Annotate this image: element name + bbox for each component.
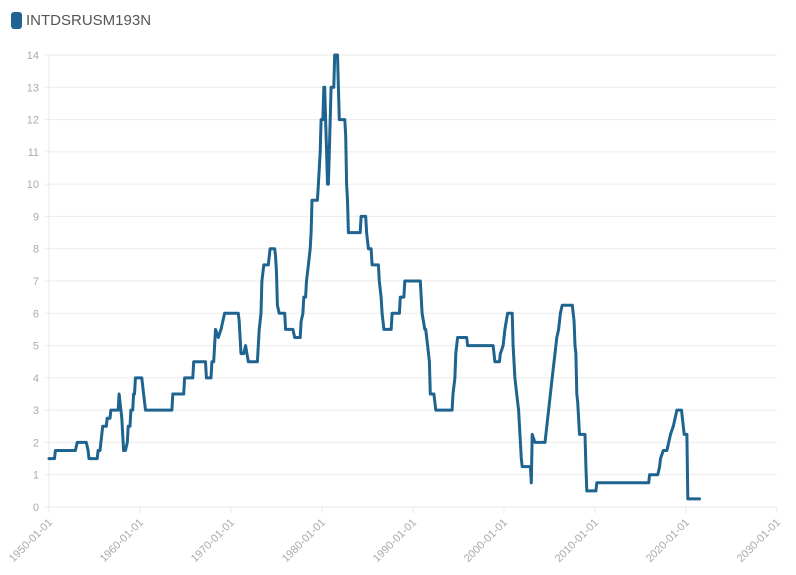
y-tick-label: 12 — [27, 115, 39, 127]
y-tick-label: 4 — [33, 373, 39, 385]
y-tick-label: 7 — [33, 276, 39, 288]
x-tick-label: 2020-01-01 — [644, 517, 692, 565]
y-tick-label: 1 — [33, 470, 39, 482]
x-tick-label: 1970-01-01 — [189, 517, 237, 565]
legend-item[interactable]: INTDSRUSM193N — [11, 12, 151, 29]
x-axis: 1950-01-01 1960-01-01 1970-01-01 1980-01-01… — [7, 517, 783, 565]
y-tick-label: 13 — [27, 82, 39, 94]
y-tick-label: 6 — [33, 308, 39, 320]
series-line — [47, 53, 702, 501]
y-tick-label: 2 — [33, 437, 39, 449]
x-tick-label: 1980-01-01 — [280, 517, 328, 565]
y-tick-label: 14 — [27, 50, 39, 62]
x-tick-label: 1950-01-01 — [7, 517, 55, 565]
y-tick-label: 8 — [33, 244, 39, 256]
y-tick-label: 5 — [33, 341, 39, 353]
y-tick-label: 3 — [33, 405, 39, 417]
y-tick-label: 9 — [33, 211, 39, 223]
x-tick-label: 1960-01-01 — [98, 517, 146, 565]
y-tick-label: 10 — [27, 179, 39, 191]
legend-swatch-icon — [11, 12, 22, 29]
x-tick-label: 1990-01-01 — [371, 517, 419, 565]
y-tick-label: 11 — [28, 147, 39, 159]
x-tick-label: 2030-01-01 — [735, 517, 783, 565]
x-tick-label: 2000-01-01 — [462, 517, 510, 565]
y-tick-label: 0 — [33, 502, 39, 514]
x-tick-label: 2010-01-01 — [553, 517, 601, 565]
legend-label: INTDSRUSM193N — [26, 12, 152, 29]
